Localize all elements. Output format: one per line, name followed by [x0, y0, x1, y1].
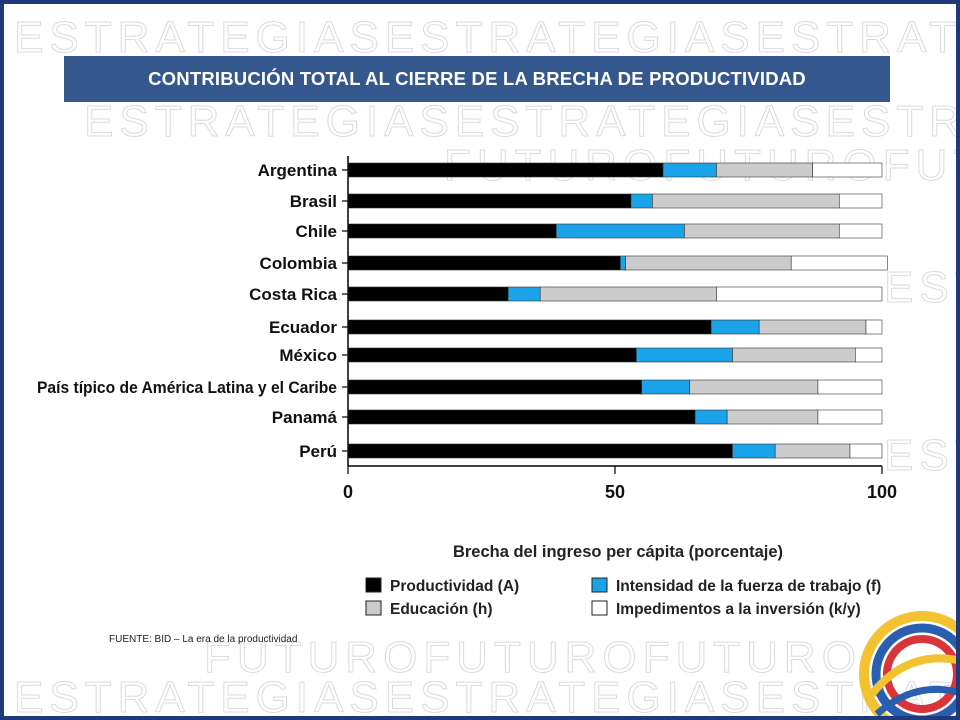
bar-segment	[854, 347, 883, 363]
bar-segment	[620, 255, 626, 271]
bar-segment	[347, 379, 643, 395]
bar-segment	[636, 347, 733, 363]
category-label: Costa Rica	[249, 285, 337, 304]
slide-title: CONTRIBUCIÓN TOTAL AL CIERRE DE LA BRECH…	[64, 56, 890, 102]
legend-label: Educación (h)	[390, 601, 492, 618]
category-label: México	[279, 346, 337, 365]
bar-segment	[716, 286, 883, 302]
bar-segment	[630, 193, 653, 209]
bar-segment	[347, 409, 696, 425]
category-label: Argentina	[258, 161, 338, 180]
bar-segment	[347, 443, 733, 459]
bar-segment	[555, 223, 685, 239]
x-tick-label: 50	[605, 482, 625, 502]
watermark-row: ESTRATEGIAS	[884, 263, 957, 312]
watermark-row: ESTRATEGIASESTRATEGIASESTRATEGIAS	[84, 97, 960, 146]
bar-segment	[652, 193, 840, 209]
category-label: Colombia	[260, 254, 338, 273]
legend-label: Intensidad de la fuerza de trabajo (f)	[616, 578, 881, 595]
legend-swatch	[591, 600, 608, 616]
bar-segment	[817, 409, 883, 425]
bar-segment	[817, 379, 883, 395]
bar-segment	[507, 286, 541, 302]
bar-segment	[347, 223, 557, 239]
bar-segment	[726, 409, 819, 425]
bar-segment	[774, 443, 851, 459]
category-label: País típico de América Latina y el Carib…	[37, 378, 337, 397]
bar-segment	[838, 193, 883, 209]
bar-segment	[662, 162, 717, 178]
watermark-row: ESTRATEGIASESTRATEGIASESTRATEGIASESTRATE…	[14, 13, 960, 62]
bar-segment	[812, 162, 883, 178]
watermark-row: FUTUROFUTUROFUTURO	[204, 633, 862, 682]
category-label: Ecuador	[269, 318, 337, 337]
legend-swatch	[365, 577, 382, 593]
bar-segment	[625, 255, 792, 271]
bar-segment	[347, 347, 637, 363]
watermark-row: ESTRATEGIAS	[884, 431, 957, 480]
bar-segment	[849, 443, 883, 459]
legend-label: Impedimentos a la inversión (k/y)	[616, 601, 861, 618]
bar-segment	[710, 319, 760, 335]
bar-segment	[689, 379, 819, 395]
bar-segment	[716, 162, 813, 178]
bar-segment	[641, 379, 691, 395]
bar-segment	[347, 255, 621, 271]
bar-segment	[838, 223, 883, 239]
legend-swatch	[365, 600, 382, 616]
category-label: Chile	[295, 222, 337, 241]
bar-segment	[865, 319, 883, 335]
bar-segment	[790, 255, 888, 271]
bar-segment	[732, 443, 776, 459]
bar-segment	[758, 319, 867, 335]
bar-segment	[347, 319, 712, 335]
bar-segment	[684, 223, 840, 239]
x-tick-label: 100	[867, 482, 897, 502]
bar-segment	[732, 347, 856, 363]
bar-segment	[347, 286, 509, 302]
stacked-bar-chart: Argentina Brasil Chile Colombia Costa Rica Ec…	[37, 156, 897, 618]
bar-segment	[694, 409, 728, 425]
legend-label: Productividad (A)	[390, 578, 519, 595]
category-label: Brasil	[290, 192, 337, 211]
watermark-row: ESTRATEGIASESTRATEGIASESTRATEGIASESTRATE…	[14, 673, 960, 720]
x-tick-label: 0	[343, 482, 353, 502]
bar-segment	[347, 162, 664, 178]
bar-segment	[539, 286, 717, 302]
legend-swatch	[591, 577, 608, 593]
category-label: Perú	[299, 442, 337, 461]
source-note: FUENTE: BID – La era de la productividad	[109, 634, 298, 645]
x-axis-title: Brecha del ingreso per cápita (porcentaj…	[453, 543, 783, 561]
bar-segment	[347, 193, 632, 209]
foundation-logo-icon	[859, 611, 956, 716]
category-label: Panamá	[272, 408, 338, 427]
